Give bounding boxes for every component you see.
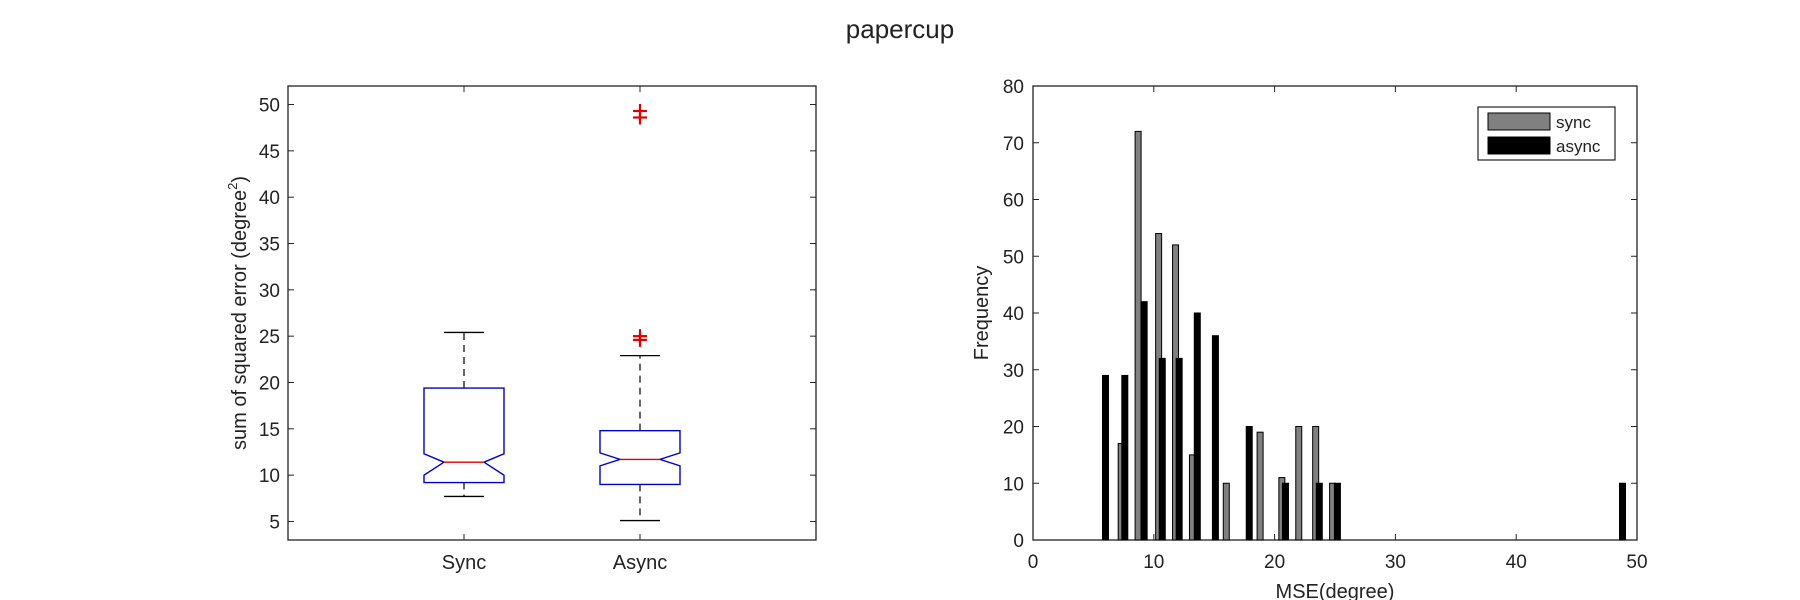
histogram-x-tick-label: 30 — [1385, 552, 1406, 573]
histogram-x-tick-label: 40 — [1506, 552, 1527, 573]
figure-title: papercup — [846, 14, 954, 44]
box-async — [599, 429, 681, 486]
legend: sync async — [1477, 106, 1616, 161]
box-y-tick-label: 30 — [259, 281, 280, 302]
box-plot-axes — [287, 85, 817, 541]
box-y-tick-label: 40 — [259, 188, 280, 209]
histogram-y-tick-label: 80 — [1003, 77, 1024, 98]
histogram-x-tick-label: 20 — [1264, 552, 1285, 573]
bar-async — [1101, 374, 1109, 541]
legend-label-sync: sync — [1556, 113, 1591, 132]
bar-async — [1140, 301, 1148, 541]
histogram-y-ticks: 0 10 20 30 40 50 60 70 80 — [1003, 77, 1637, 552]
bar-async — [1193, 312, 1201, 541]
legend-swatch-sync — [1487, 112, 1551, 131]
bar-sync — [1256, 431, 1264, 541]
histogram-y-tick-label: 50 — [1003, 247, 1024, 268]
box-x-tick-label: Async — [613, 552, 667, 574]
histogram-y-axis-label: Frequency — [971, 266, 993, 361]
legend-label-async: async — [1556, 137, 1601, 156]
histogram-x-axis-label: MSE(degree) — [1276, 581, 1395, 600]
box-y-tick-label: 5 — [269, 512, 280, 533]
box-y-tick-label: 35 — [259, 235, 280, 256]
histogram-bars — [1101, 130, 1627, 541]
histogram-y-tick-label: 20 — [1003, 418, 1024, 439]
bar-sync — [1295, 426, 1303, 541]
box-y-tick-label: 10 — [259, 466, 280, 487]
bar-sync — [1134, 130, 1142, 541]
box-y-axis-label: sum of squared error (degree2) — [225, 176, 251, 450]
histogram-y-tick-label: 30 — [1003, 361, 1024, 382]
box-x-tick-label: Sync — [442, 552, 486, 574]
histogram-x-tick-label: 10 — [1143, 552, 1164, 573]
bar-async — [1211, 335, 1219, 541]
legend-swatch-async — [1487, 136, 1551, 155]
box-y-tick-label: 45 — [259, 142, 280, 163]
bar-async — [1333, 482, 1341, 541]
histogram-y-tick-label: 70 — [1003, 134, 1024, 155]
box-marks — [423, 104, 681, 522]
bar-async — [1121, 374, 1129, 541]
histogram-x-tick-label: 50 — [1626, 552, 1647, 573]
histogram-x-ticks: 0 10 20 30 40 50 — [1028, 86, 1648, 573]
histogram-y-tick-label: 10 — [1003, 474, 1024, 495]
bar-async — [1315, 482, 1323, 541]
bar-async — [1619, 482, 1627, 541]
box-plot: 5 10 15 20 25 30 35 40 45 50 Sync Async sum of squ… — [225, 85, 817, 574]
box-sync — [423, 387, 505, 484]
box-y-tick-label: 20 — [259, 373, 280, 394]
histogram-y-tick-label: 40 — [1003, 304, 1024, 325]
histogram-y-tick-label: 60 — [1003, 191, 1024, 212]
histogram-x-tick-label: 0 — [1028, 552, 1039, 573]
histogram-plot: 0 10 20 30 40 50 60 70 80 0 10 20 30 40 50 MSE(degree… — [971, 77, 1648, 600]
box-y-ticks: 5 10 15 20 25 30 35 40 45 50 — [259, 96, 816, 533]
box-x-ticks: Sync Async — [442, 86, 667, 574]
histogram-y-tick-label: 0 — [1013, 531, 1024, 552]
box-y-tick-label: 15 — [259, 420, 280, 441]
bar-async — [1175, 357, 1183, 541]
box-y-tick-label: 25 — [259, 327, 280, 348]
bar-async — [1158, 357, 1166, 541]
bar-sync — [1222, 482, 1230, 541]
bar-async — [1245, 426, 1253, 541]
bar-async — [1281, 482, 1289, 541]
box-y-tick-label: 50 — [259, 96, 280, 117]
box-y-axis-label-superscript: 2 — [225, 183, 240, 190]
